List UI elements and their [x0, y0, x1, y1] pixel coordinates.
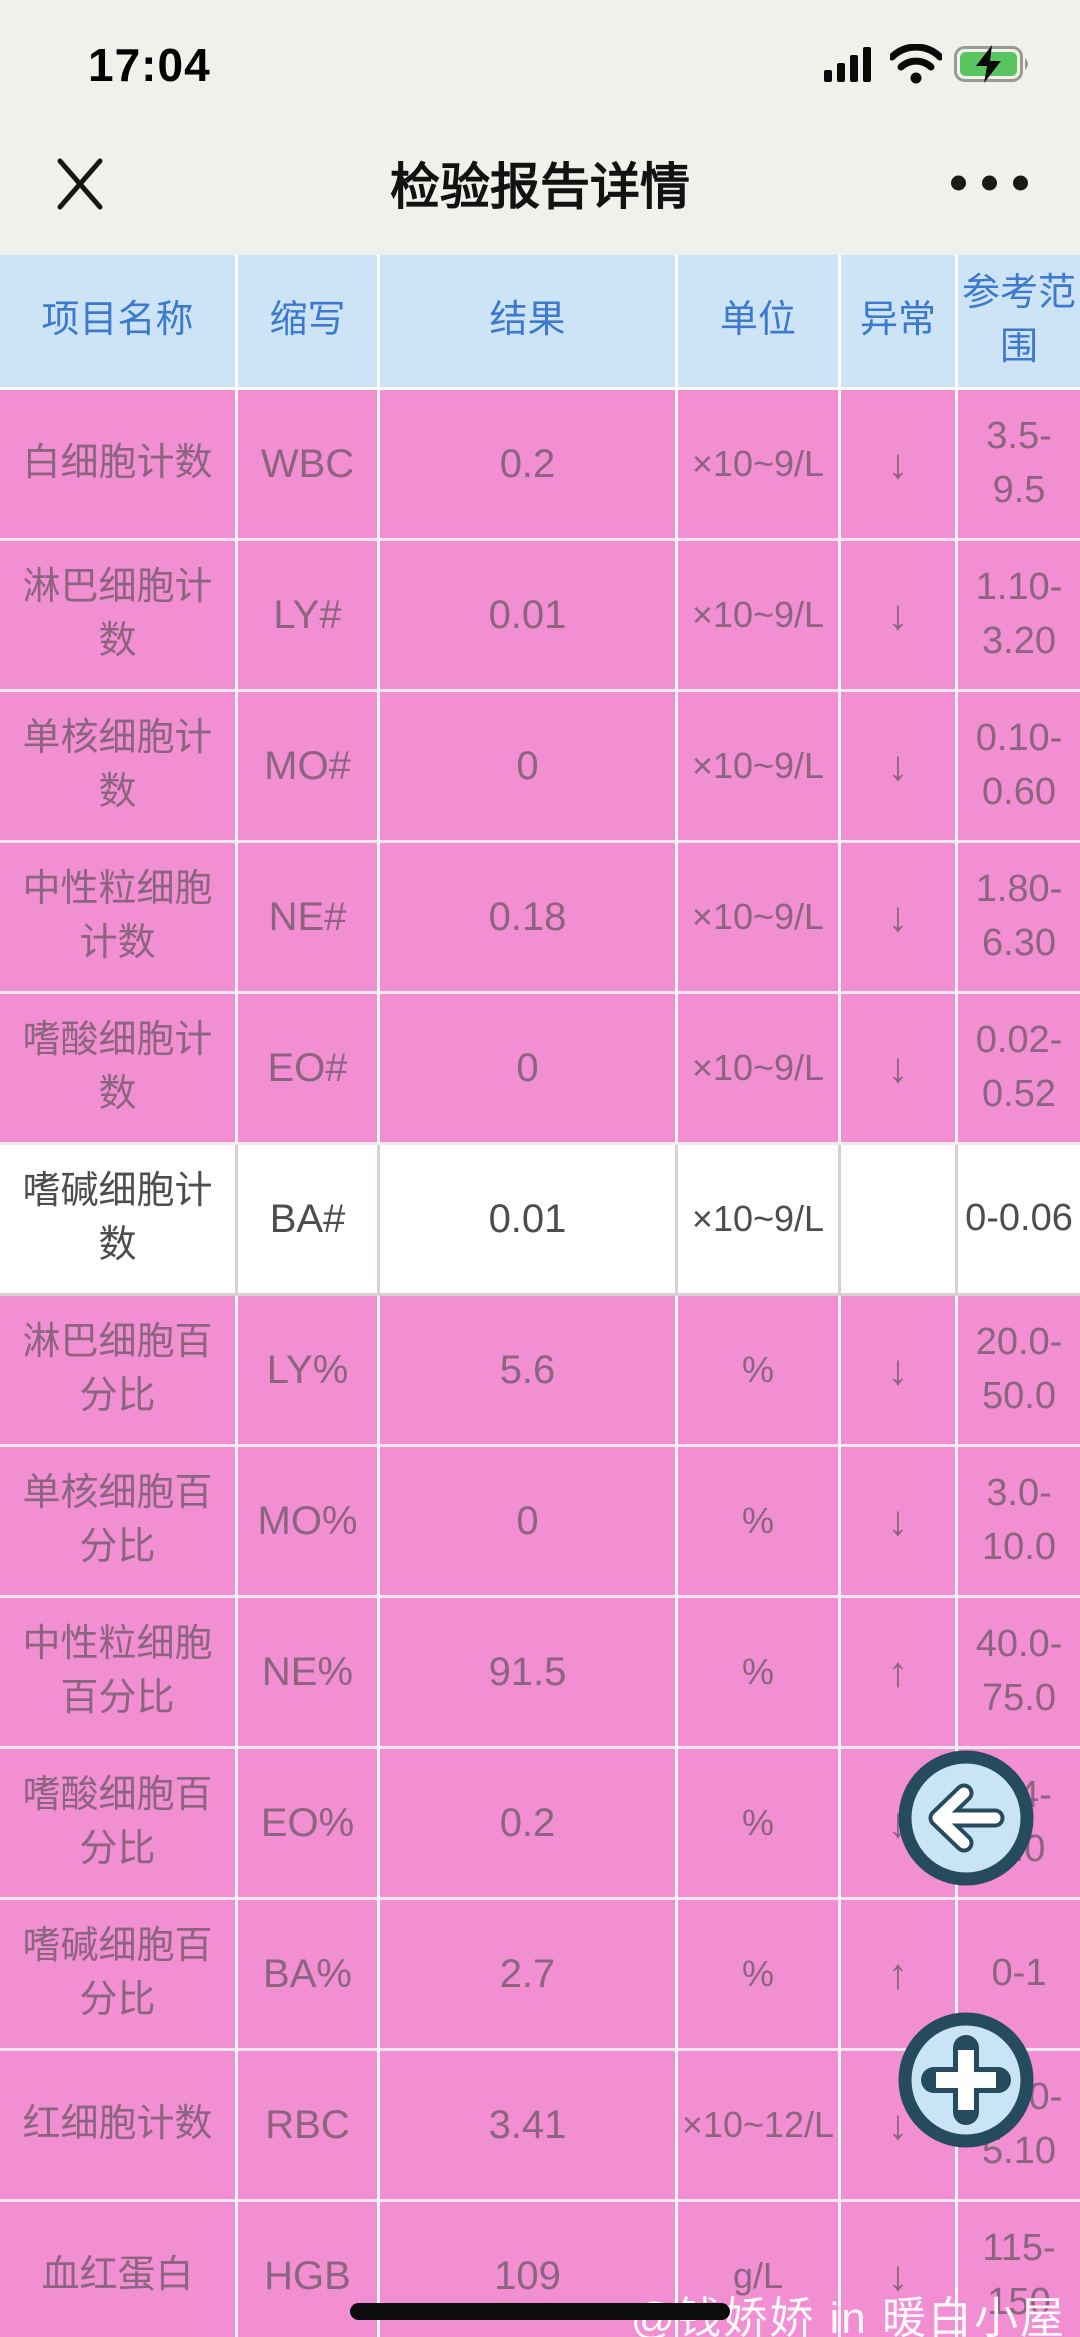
battery-charging-icon: [954, 45, 1028, 83]
unit-cell: %: [678, 1900, 841, 2051]
add-button[interactable]: [898, 2012, 1034, 2148]
abbreviation-cell: EO#: [238, 994, 380, 1145]
abbreviation-cell: RBC: [238, 2051, 380, 2202]
plus-icon: [921, 2035, 1011, 2125]
left-arrow-icon: [928, 1783, 1005, 1853]
header-reference-range: 参考范围: [958, 255, 1080, 390]
abbreviation-cell: NE#: [238, 843, 380, 994]
more-dot: [951, 175, 966, 190]
abnormal-flag-cell: [841, 1145, 958, 1296]
unit-cell: %: [678, 1749, 841, 1900]
header-unit: 单位: [678, 255, 841, 390]
result-cell: 0: [380, 994, 678, 1145]
result-cell: 0.01: [380, 541, 678, 692]
result-cell: 0.2: [380, 1749, 678, 1900]
item-name-cell: 淋巴细胞计数: [0, 541, 238, 692]
abnormal-flag-cell: ↓: [841, 1447, 958, 1598]
reference-range-cell: 3.5-9.5: [958, 390, 1080, 541]
result-cell: 0.18: [380, 843, 678, 994]
item-name-cell: 嗜碱细胞计数: [0, 1145, 238, 1296]
item-name-cell: 单核细胞百分比: [0, 1447, 238, 1598]
abbreviation-cell: EO%: [238, 1749, 380, 1900]
clock: 17:04: [88, 39, 211, 91]
header-result: 结果: [380, 255, 678, 390]
more-dot: [982, 175, 997, 190]
cellular-signal-icon: [824, 47, 871, 82]
reference-range-cell: 1.10-3.20: [958, 541, 1080, 692]
nav-bar: 检验报告详情: [0, 110, 1080, 255]
result-cell: 0.2: [380, 390, 678, 541]
item-name-cell: 中性粒细胞计数: [0, 843, 238, 994]
abbreviation-cell: BA#: [238, 1145, 380, 1296]
reference-range-cell: 0.10-0.60: [958, 692, 1080, 843]
reference-range-cell: 20.0-50.0: [958, 1296, 1080, 1447]
abnormal-flag-cell: ↓: [841, 390, 958, 541]
back-button[interactable]: [898, 1750, 1034, 1886]
status-icons: [824, 44, 1032, 84]
result-cell: 91.5: [380, 1598, 678, 1749]
reference-range-cell: 0-0.06: [958, 1145, 1080, 1296]
item-name-cell: 淋巴细胞百分比: [0, 1296, 238, 1447]
header-abbreviation: 缩写: [238, 255, 380, 390]
item-name-cell: 红细胞计数: [0, 2051, 238, 2202]
wifi-icon: [890, 44, 942, 84]
header-item-name: 项目名称: [0, 255, 238, 390]
unit-cell: ×10~9/L: [678, 843, 841, 994]
reference-range-cell: 115-150: [958, 2202, 1080, 2337]
abbreviation-cell: NE%: [238, 1598, 380, 1749]
item-name-cell: 嗜碱细胞百分比: [0, 1900, 238, 2051]
more-button[interactable]: [951, 165, 1028, 200]
unit-cell: ×10~12/L: [678, 2051, 841, 2202]
unit-cell: ×10~9/L: [678, 692, 841, 843]
result-cell: 3.41: [380, 2051, 678, 2202]
abbreviation-cell: BA%: [238, 1900, 380, 2051]
abnormal-flag-cell: ↑: [841, 1598, 958, 1749]
header-abnormal: 异常: [841, 255, 958, 390]
lab-report-table: 项目名称 缩写 结果 单位 异常 参考范围 白细胞计数 WBC 0.2 ×10~…: [0, 255, 1080, 2337]
result-cell: 5.6: [380, 1296, 678, 1447]
abnormal-flag-cell: ↓: [841, 843, 958, 994]
abnormal-flag-cell: ↓: [841, 994, 958, 1145]
abbreviation-cell: MO%: [238, 1447, 380, 1598]
home-indicator[interactable]: [350, 2303, 730, 2320]
abbreviation-cell: WBC: [238, 390, 380, 541]
status-bar: 17:04: [0, 0, 1080, 110]
reference-range-cell: 1.80-6.30: [958, 843, 1080, 994]
unit-cell: ×10~9/L: [678, 994, 841, 1145]
result-cell: 0: [380, 692, 678, 843]
result-cell: 0: [380, 1447, 678, 1598]
item-name-cell: 血红蛋白: [0, 2202, 238, 2337]
item-name-cell: 单核细胞计数: [0, 692, 238, 843]
page-title: 检验报告详情: [390, 158, 690, 215]
result-cell: 2.7: [380, 1900, 678, 2051]
unit-cell: ×10~9/L: [678, 1145, 841, 1296]
reference-range-cell: 0.02-0.52: [958, 994, 1080, 1145]
abnormal-flag-cell: ↓: [841, 2202, 958, 2337]
abbreviation-cell: LY#: [238, 541, 380, 692]
reference-range-cell: 40.0-75.0: [958, 1598, 1080, 1749]
abbreviation-cell: LY%: [238, 1296, 380, 1447]
item-name-cell: 白细胞计数: [0, 390, 238, 541]
unit-cell: %: [678, 1296, 841, 1447]
abnormal-flag-cell: ↓: [841, 1296, 958, 1447]
abbreviation-cell: HGB: [238, 2202, 380, 2337]
abnormal-flag-cell: ↓: [841, 541, 958, 692]
unit-cell: %: [678, 1598, 841, 1749]
abnormal-flag-cell: ↓: [841, 692, 958, 843]
item-name-cell: 中性粒细胞百分比: [0, 1598, 238, 1749]
reference-range-cell: 3.0-10.0: [958, 1447, 1080, 1598]
unit-cell: ×10~9/L: [678, 541, 841, 692]
close-icon[interactable]: [52, 155, 108, 211]
abbreviation-cell: MO#: [238, 692, 380, 843]
item-name-cell: 嗜酸细胞计数: [0, 994, 238, 1145]
item-name-cell: 嗜酸细胞百分比: [0, 1749, 238, 1900]
more-dot: [1013, 175, 1028, 190]
unit-cell: ×10~9/L: [678, 390, 841, 541]
unit-cell: %: [678, 1447, 841, 1598]
result-cell: 0.01: [380, 1145, 678, 1296]
